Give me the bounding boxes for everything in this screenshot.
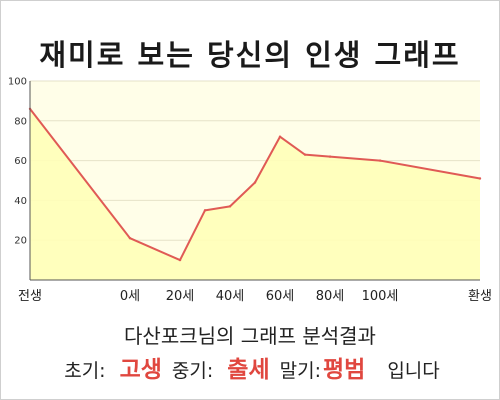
y-tick-label: 80 [14, 116, 27, 127]
early-label: 초기: [64, 360, 106, 382]
late-value: 평범 [323, 357, 366, 383]
data-point-10 [478, 177, 482, 180]
x-tick-label: 100세 [362, 289, 399, 304]
x-tick-label: 0세 [120, 289, 140, 304]
data-point-5 [253, 181, 257, 184]
data-point-2 [178, 258, 182, 262]
area-fill [30, 108, 480, 280]
x-tick-label: 환생 [468, 289, 492, 304]
data-point-4 [228, 205, 232, 208]
y-tick-label: 40 [14, 196, 27, 207]
data-point-9 [378, 159, 382, 162]
x-tick-label: 전생 [18, 289, 42, 304]
data-point-6 [278, 135, 282, 138]
life-graph-chart: 20 40 60 80 100 전생 0세 20세 40세 60세 80세 100세 환생 [8, 77, 492, 305]
mid-value: 출세 [227, 357, 270, 383]
x-tick-label: 20세 [166, 289, 195, 304]
data-point-3 [203, 209, 207, 212]
y-tick-label: 100 [8, 77, 27, 88]
y-tick-label: 60 [14, 156, 27, 167]
early-value: 고생 [119, 357, 162, 383]
data-point-7 [303, 153, 307, 156]
data-point-1 [128, 237, 132, 240]
mid-label: 중기: [171, 360, 214, 382]
summary-suffix: 입니다 [387, 360, 440, 382]
analysis-subtitle: 다산포크님의 그래프 분석결과 [124, 324, 376, 348]
x-tick-label: 40세 [216, 289, 245, 304]
data-point-8 [328, 155, 332, 158]
result-summary: 초기: 고생 중기: 출세 말기: 평범 입니다 [0, 350, 500, 384]
x-tick-label: 80세 [316, 289, 345, 304]
chart-title: 재미로 보는 당신의 인생 그래프 [39, 38, 461, 72]
y-tick-label: 20 [14, 236, 27, 247]
x-tick-label: 60세 [266, 289, 295, 304]
late-label: 말기: [279, 360, 321, 382]
